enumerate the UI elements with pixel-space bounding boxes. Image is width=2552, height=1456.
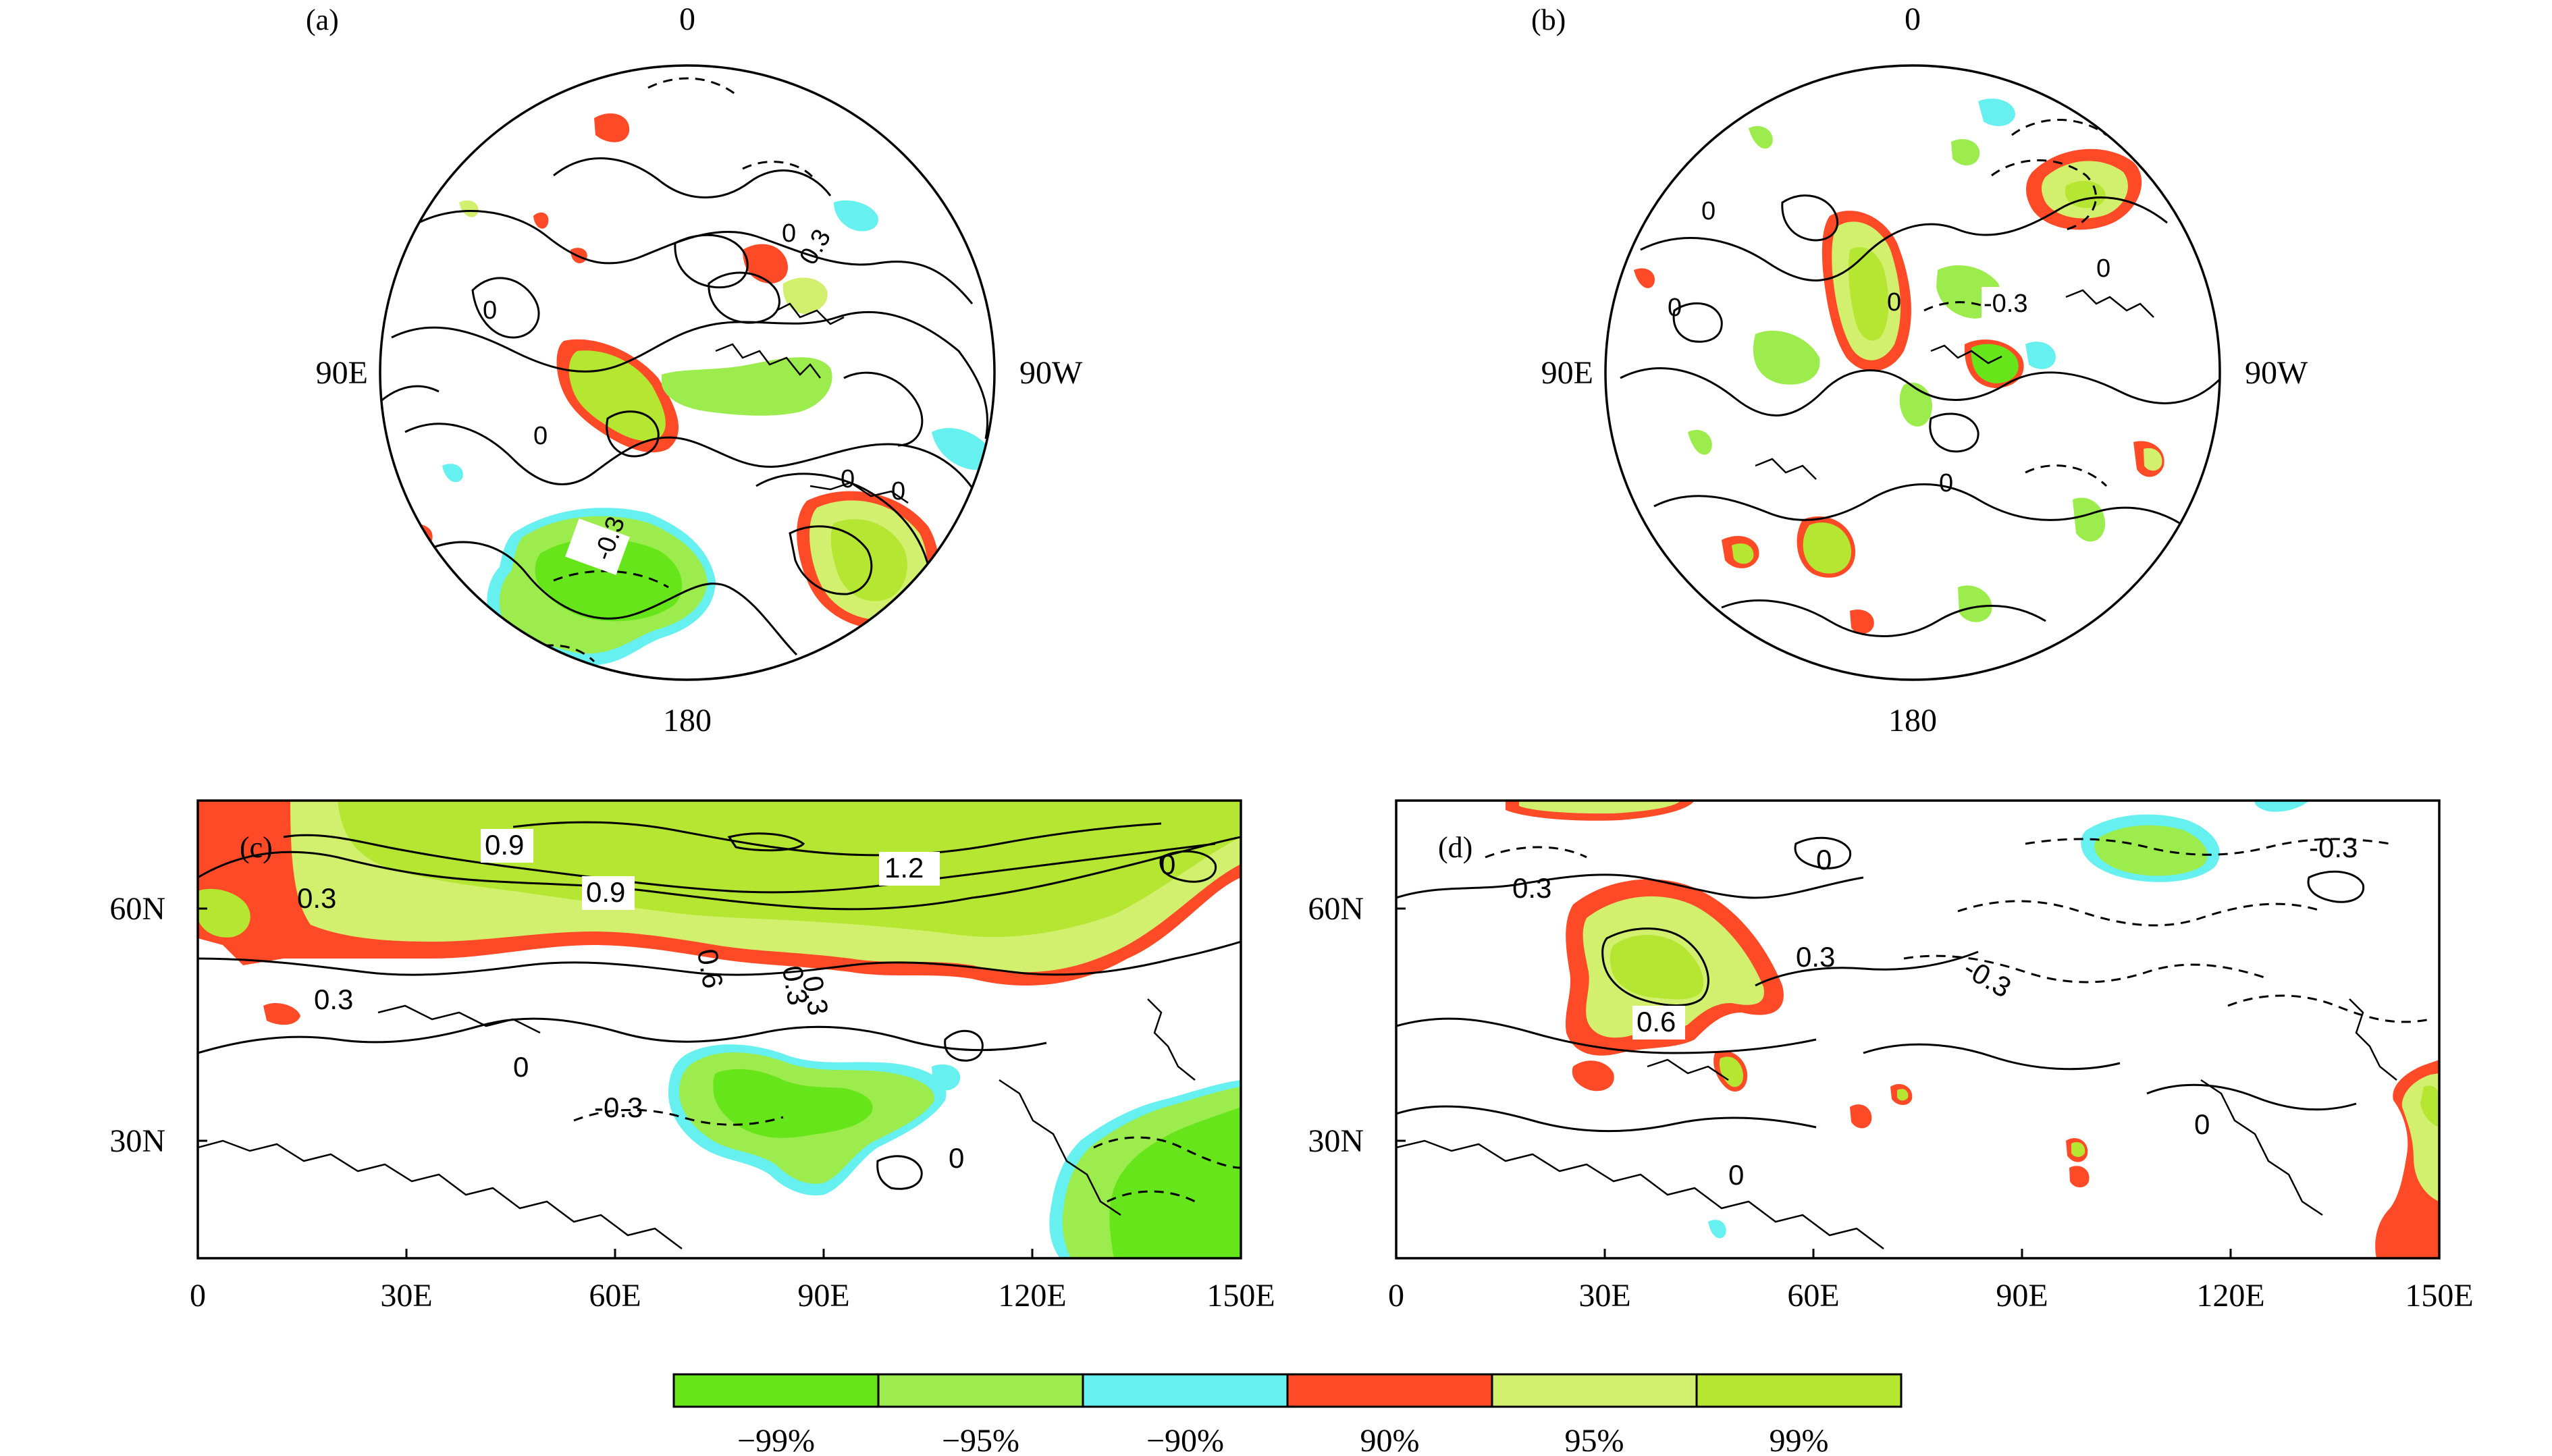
panel-a-label: (a) xyxy=(306,3,339,36)
contour-label: 0 xyxy=(949,1142,964,1174)
contour-label: 0 xyxy=(782,219,796,248)
panel-a-boundary xyxy=(379,64,996,681)
contour-label: 0.9 xyxy=(586,876,625,908)
panel-d: 0.3 0.3 0.6 -0.3 -0.3 0 0 0 (d) xyxy=(1395,799,2441,1260)
contour-label: -0.3 xyxy=(1984,290,2027,318)
contour-label: 0 xyxy=(1939,469,1953,497)
contour-label: 0 xyxy=(1668,294,1682,322)
legend-swatch xyxy=(877,1373,1084,1408)
legend-swatch xyxy=(1491,1373,1698,1408)
panel-a-contour-labels: 0 0.3 0 -0.3 0 0 0 xyxy=(483,219,905,575)
x-tick-label: 150E xyxy=(1206,1278,1275,1314)
panel-b-boundary xyxy=(1604,64,2221,681)
legend-label: −95% xyxy=(942,1423,1019,1456)
contour-label: 0 xyxy=(513,1051,529,1083)
contour-label: 0.3 xyxy=(1796,941,1835,973)
panel-c-contour-labels: 0.9 0.9 1.2 0.6 0.3 0.3 0 -0.3 0 0 0.3 0… xyxy=(297,829,1175,1174)
contour-label: 0.6 xyxy=(1637,1006,1676,1037)
contour-label: 0.3 xyxy=(297,882,336,914)
contour-label: 0 xyxy=(483,296,497,325)
x-tick-label: 120E xyxy=(998,1278,1066,1314)
panel-a-lon-right: 90W xyxy=(1019,355,1083,391)
x-tick-label: 150E xyxy=(2405,1278,2473,1314)
contour-label: 0 xyxy=(1160,848,1175,880)
panel-b-contour-labels: 0 0 -0.3 0 0 0 xyxy=(1668,197,2110,497)
contour-label: 0 xyxy=(1816,844,1832,875)
y-tick-label: 60N xyxy=(109,891,165,927)
panel-b-lon-left: 90E xyxy=(1541,355,1593,391)
legend-swatch xyxy=(1286,1373,1493,1408)
x-tick-label: 90E xyxy=(797,1278,849,1314)
x-tick-label: 30E xyxy=(1578,1278,1630,1314)
panel-a: 0 0.3 0 -0.3 0 0 0 (a) 0 90E 90W 180 xyxy=(306,1,1083,738)
panel-c-label: (c) xyxy=(240,831,273,864)
x-tick-label: 0 xyxy=(190,1278,206,1314)
contour-label: 0 xyxy=(533,422,548,450)
contour-label: -0.3 xyxy=(594,1091,643,1123)
panel-b-shading xyxy=(1634,99,2220,680)
panel-a-lon-left: 90E xyxy=(316,355,368,391)
contour-label: 0.3 xyxy=(776,963,814,1008)
legend-label: 90% xyxy=(1360,1423,1420,1456)
panel-d-contour-labels: 0.3 0.3 0.6 -0.3 -0.3 0 0 0 xyxy=(1512,832,2358,1191)
panel-d-contours xyxy=(1396,836,2431,1249)
x-tick-label: 0 xyxy=(1388,1278,1404,1314)
contour-label: 0 xyxy=(891,477,905,506)
contour-label: 0.3 xyxy=(314,983,353,1015)
y-tick-label: 30N xyxy=(1308,1123,1364,1159)
x-tick-label: 120E xyxy=(2196,1278,2264,1314)
panel-c-contours xyxy=(198,821,1241,1249)
x-tick-label: 90E xyxy=(1996,1278,2048,1314)
contour-label: 0 xyxy=(2194,1108,2210,1140)
panel-d-frame xyxy=(1395,799,2441,1260)
legend-label: −99% xyxy=(737,1423,815,1456)
contour-label: 0.3 xyxy=(1512,872,1551,904)
x-tick-label: 30E xyxy=(380,1278,432,1314)
panel-d-shading xyxy=(1506,801,2439,1258)
panel-b-label: (b) xyxy=(1531,3,1566,36)
panel-b-lon-right: 90W xyxy=(2245,355,2308,391)
y-tick-label: 30N xyxy=(109,1123,165,1159)
panel-b-lon-bottom: 180 xyxy=(1888,703,1937,738)
panel-a-contours xyxy=(380,77,989,663)
contour-label: 0.9 xyxy=(485,829,524,861)
contour-label: 0 xyxy=(1701,197,1716,225)
contour-label: 0 xyxy=(1887,288,1901,317)
contour-label: 0 xyxy=(1728,1159,1744,1191)
contour-label: 0.3 xyxy=(797,973,834,1018)
y-tick-label: 60N xyxy=(1308,891,1364,927)
legend-label: −90% xyxy=(1146,1423,1224,1456)
legend-swatch xyxy=(672,1373,880,1408)
panel-a-shading xyxy=(380,113,994,666)
panel-c-axes: 0 30E 60E 90E 120E 150E 60N 30N xyxy=(109,891,1275,1314)
legend-label: 95% xyxy=(1565,1423,1624,1456)
contour-label: 0 xyxy=(841,465,855,493)
legend-swatch xyxy=(1695,1373,1903,1408)
x-tick-label: 60E xyxy=(589,1278,641,1314)
panel-b-lon-top: 0 xyxy=(1905,1,1921,37)
contour-label: -0.3 xyxy=(2309,832,2358,863)
panel-d-axes: 0 30E 60E 90E 120E 150E 60N 30N xyxy=(1308,891,2473,1314)
panel-a-lon-bottom: 180 xyxy=(663,703,712,738)
panel-c: 0.9 0.9 1.2 0.6 0.3 0.3 0 -0.3 0 0 0.3 0… xyxy=(196,799,1242,1260)
contour-label: 0 xyxy=(2096,254,2110,283)
legend-swatch xyxy=(1082,1373,1289,1408)
panel-a-lon-top: 0 xyxy=(679,1,695,37)
legend-label: 99% xyxy=(1770,1423,1829,1456)
contour-label: 1.2 xyxy=(884,852,924,884)
color-legend: −99% −95% −90% 90% 95% 99% xyxy=(672,1373,1903,1456)
contour-label: 0.6 xyxy=(691,946,729,991)
panel-b: 0 0 -0.3 0 0 0 (b) 0 90E 90W 180 xyxy=(1531,1,2308,738)
panel-d-label: (d) xyxy=(1438,831,1472,864)
panel-c-frame xyxy=(196,799,1242,1260)
panel-b-contours xyxy=(1620,119,2220,637)
x-tick-label: 60E xyxy=(1787,1278,1839,1314)
